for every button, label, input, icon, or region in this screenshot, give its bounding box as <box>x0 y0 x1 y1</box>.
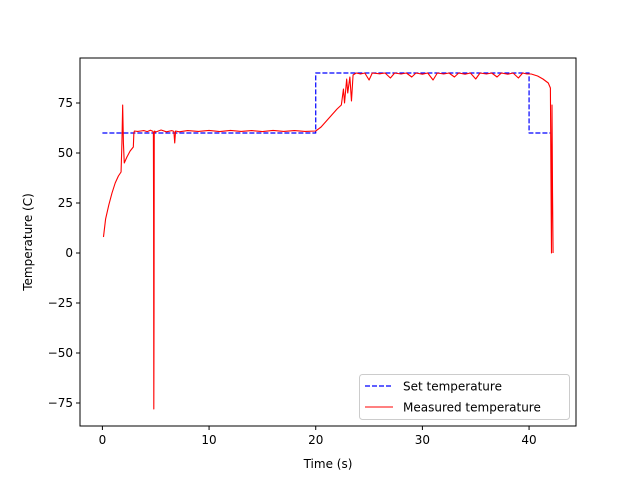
x-tick-label: 10 <box>201 433 216 447</box>
y-axis: −75 −50 −25 0 25 50 75 <box>48 96 80 410</box>
legend-box <box>359 374 570 420</box>
y-tick-label: −50 <box>48 346 73 360</box>
x-tick-label: 30 <box>415 433 430 447</box>
legend-label-set-temperature: Set temperature <box>403 380 502 394</box>
plot-area <box>102 72 554 410</box>
x-tick-label: 0 <box>99 433 107 447</box>
y-tick-label: 50 <box>58 146 73 160</box>
axes-frame <box>79 57 577 427</box>
y-axis-label: Temperature (C) <box>21 193 35 292</box>
x-tick-label: 40 <box>521 433 536 447</box>
series-line-measured-temperature <box>102 72 554 410</box>
y-tick-label: 75 <box>58 96 73 110</box>
x-axis: 0 10 20 30 40 <box>99 426 537 447</box>
legend-label-measured-temperature: Measured temperature <box>403 401 541 415</box>
y-tick-label: 0 <box>65 246 73 260</box>
y-tick-label: 25 <box>58 196 73 210</box>
x-tick-label: 20 <box>308 433 323 447</box>
x-axis-label: Time (s) <box>303 457 353 471</box>
y-tick-label: −25 <box>48 296 73 310</box>
y-tick-label: −75 <box>48 396 73 410</box>
legend: Set temperature Measured temperature <box>359 374 570 420</box>
series-line-set-temperature <box>102 72 551 134</box>
